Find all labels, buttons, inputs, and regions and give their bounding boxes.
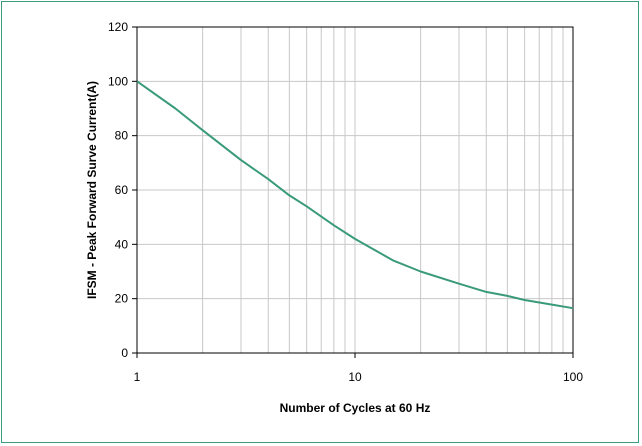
series-group [136, 80, 574, 310]
x-tick-label: 1 [134, 370, 141, 384]
y-tick-label: 120 [108, 20, 128, 34]
series-line [136, 80, 574, 310]
y-tick-label: 80 [115, 129, 129, 143]
y-tick-label: 0 [121, 346, 128, 360]
x-tick-label: 10 [348, 370, 362, 384]
y-tick-label: 20 [115, 292, 129, 306]
x-axis-title: Number of Cycles at 60 Hz [280, 401, 431, 415]
y-tick-label: 60 [115, 183, 129, 197]
y-tick-label: 40 [115, 237, 129, 251]
x-tick-label: 100 [563, 370, 583, 384]
grid [137, 27, 573, 353]
y-tick-label: 100 [108, 74, 128, 88]
y-axis-title: IFSM - Peak Forward Surve Current(A) [85, 81, 99, 299]
